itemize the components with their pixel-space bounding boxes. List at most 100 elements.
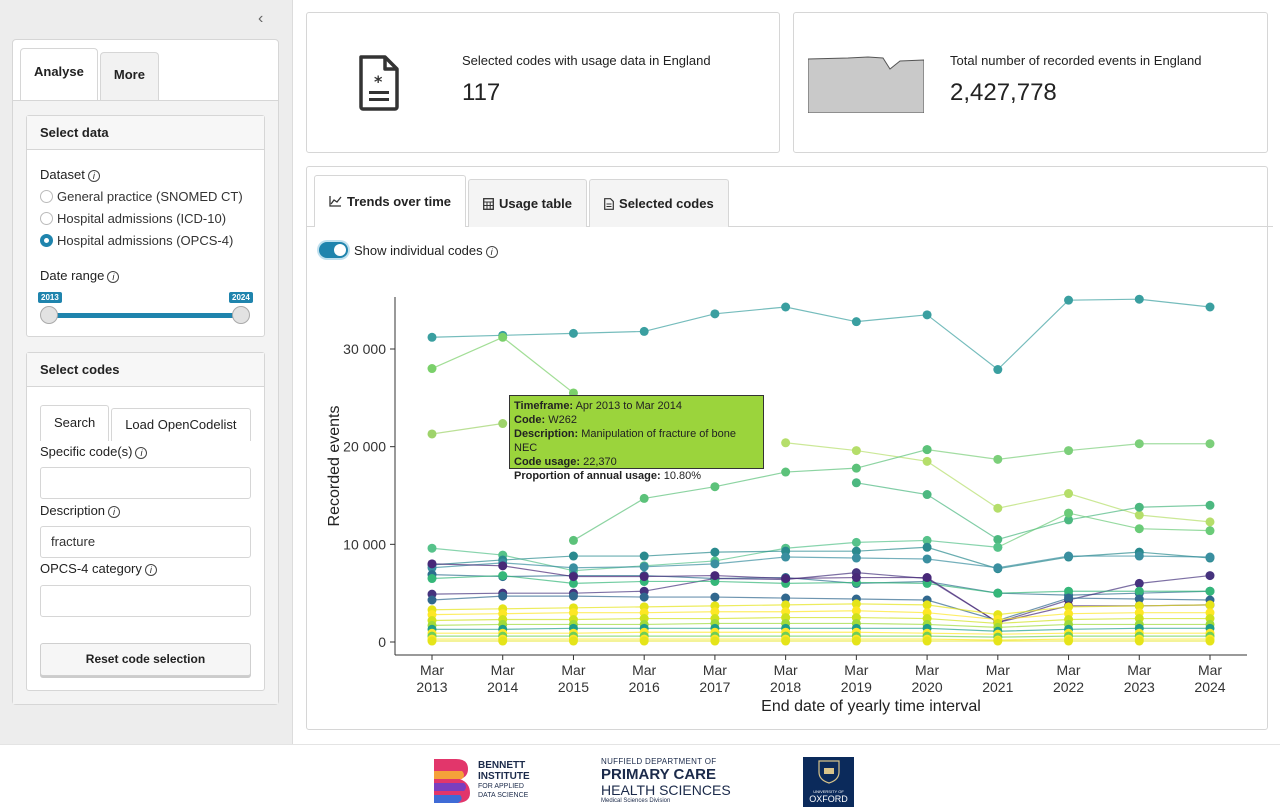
data-point[interactable]	[781, 593, 791, 603]
data-point[interactable]	[1064, 593, 1074, 603]
tab-trends-over-time[interactable]: Trends over time	[314, 175, 467, 227]
data-point[interactable]	[710, 547, 720, 557]
data-point[interactable]	[427, 364, 437, 374]
info-icon[interactable]: i	[87, 170, 100, 182]
data-point[interactable]	[851, 463, 861, 473]
date-range-slider[interactable]	[50, 313, 242, 318]
data-point[interactable]	[710, 592, 720, 602]
data-point[interactable]	[781, 438, 791, 448]
data-point[interactable]	[427, 595, 437, 605]
series-line[interactable]	[427, 623, 1215, 636]
info-icon[interactable]: i	[107, 271, 120, 283]
data-point[interactable]	[1205, 500, 1215, 510]
tab-selected-codes[interactable]: Selected codes	[589, 179, 729, 227]
data-point[interactable]	[1134, 551, 1144, 561]
data-point[interactable]	[1064, 636, 1074, 646]
data-point[interactable]	[851, 546, 861, 556]
data-point[interactable]	[1205, 552, 1215, 562]
radio-icon[interactable]	[40, 212, 53, 225]
data-point[interactable]	[993, 563, 1003, 573]
data-point[interactable]	[498, 419, 508, 429]
series-line[interactable]	[922, 439, 1215, 464]
info-icon[interactable]: i	[135, 447, 148, 459]
data-point[interactable]	[851, 636, 861, 646]
data-point[interactable]	[1134, 294, 1144, 304]
data-point[interactable]	[1134, 601, 1144, 611]
data-point[interactable]	[781, 467, 791, 477]
description-input[interactable]: fracture	[40, 526, 251, 558]
data-point[interactable]	[568, 578, 578, 588]
info-icon[interactable]: i	[108, 506, 121, 518]
series-line[interactable]	[427, 294, 1215, 375]
data-point[interactable]	[851, 537, 861, 547]
data-point[interactable]	[993, 542, 1003, 552]
data-point[interactable]	[851, 606, 861, 616]
data-point[interactable]	[1205, 302, 1215, 312]
data-point[interactable]	[1134, 578, 1144, 588]
data-point[interactable]	[922, 456, 932, 466]
data-point[interactable]	[781, 600, 791, 610]
data-point[interactable]	[1064, 602, 1074, 612]
data-point[interactable]	[498, 561, 508, 571]
data-point[interactable]	[1134, 502, 1144, 512]
data-point[interactable]	[498, 571, 508, 581]
data-point[interactable]	[710, 607, 720, 617]
data-point[interactable]	[922, 573, 932, 583]
data-point[interactable]	[1064, 508, 1074, 518]
data-point[interactable]	[1134, 586, 1144, 596]
data-point[interactable]	[1205, 526, 1215, 536]
series-line[interactable]	[427, 606, 1215, 625]
data-point[interactable]	[1134, 510, 1144, 520]
data-point[interactable]	[993, 503, 1003, 513]
tab-search[interactable]: Search	[40, 405, 110, 441]
data-point[interactable]	[993, 534, 1003, 544]
series-line[interactable]	[427, 599, 1215, 620]
data-point[interactable]	[639, 636, 649, 646]
data-point[interactable]	[851, 446, 861, 456]
data-point[interactable]	[1064, 446, 1074, 456]
data-point[interactable]	[427, 332, 437, 342]
series-line[interactable]	[781, 438, 1215, 527]
data-point[interactable]	[781, 552, 791, 562]
data-point[interactable]	[1064, 489, 1074, 499]
data-point[interactable]	[922, 445, 932, 455]
dataset-option-icd10[interactable]: Hospital admissions (ICD-10)	[40, 211, 226, 226]
dataset-option-gp[interactable]: General practice (SNOMED CT)	[40, 189, 243, 204]
data-point[interactable]	[1064, 551, 1074, 561]
data-point[interactable]	[922, 600, 932, 610]
data-point[interactable]	[710, 559, 720, 569]
info-icon[interactable]: i	[144, 564, 157, 576]
reset-code-selection-button[interactable]: Reset code selection	[40, 643, 251, 676]
data-point[interactable]	[851, 553, 861, 563]
data-point[interactable]	[993, 454, 1003, 464]
data-point[interactable]	[1205, 439, 1215, 449]
data-point[interactable]	[1064, 586, 1074, 596]
show-individual-codes-toggle[interactable]	[319, 242, 348, 258]
data-point[interactable]	[639, 572, 649, 582]
data-point[interactable]	[498, 591, 508, 601]
data-point[interactable]	[1134, 439, 1144, 449]
data-point[interactable]	[993, 365, 1003, 375]
data-point[interactable]	[1134, 524, 1144, 534]
series-line[interactable]	[427, 613, 1215, 628]
data-point[interactable]	[710, 571, 720, 581]
data-point[interactable]	[710, 482, 720, 492]
data-point[interactable]	[922, 636, 932, 646]
data-point[interactable]	[568, 551, 578, 561]
series-line[interactable]	[427, 551, 1215, 573]
collapse-sidebar-icon[interactable]: ‹	[258, 10, 264, 27]
data-point[interactable]	[1134, 594, 1144, 604]
data-point[interactable]	[922, 310, 932, 320]
data-point[interactable]	[498, 332, 508, 342]
tab-usage-table[interactable]: Usage table	[468, 179, 588, 227]
data-point[interactable]	[568, 572, 578, 582]
data-point[interactable]	[639, 551, 649, 561]
data-point[interactable]	[498, 636, 508, 646]
data-point[interactable]	[922, 554, 932, 564]
data-point[interactable]	[639, 493, 649, 503]
data-point[interactable]	[427, 574, 437, 584]
data-point[interactable]	[851, 573, 861, 583]
series-line[interactable]	[427, 419, 508, 439]
data-point[interactable]	[1205, 586, 1215, 596]
